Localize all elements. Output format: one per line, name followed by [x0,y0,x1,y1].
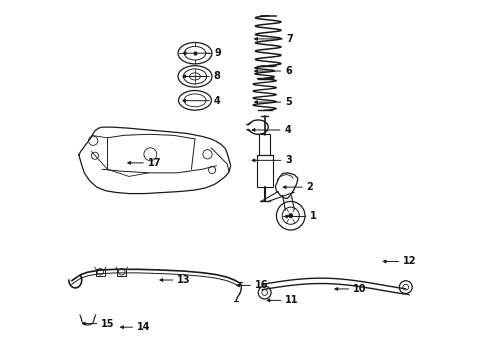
Text: 5: 5 [285,97,292,107]
Text: 7: 7 [287,34,294,44]
Text: 6: 6 [285,66,292,76]
Text: 4: 4 [284,125,291,135]
Text: 17: 17 [147,158,161,168]
Text: 3: 3 [285,156,292,165]
Text: 9: 9 [214,48,221,58]
Text: 12: 12 [403,256,416,266]
Text: 10: 10 [353,284,367,294]
Text: 1: 1 [310,211,317,221]
Text: 16: 16 [255,280,268,291]
Bar [96,269,104,276]
Text: 11: 11 [285,296,298,305]
Text: 8: 8 [214,71,220,81]
Text: 15: 15 [101,319,115,329]
Text: 14: 14 [137,322,150,332]
Text: 2: 2 [306,182,313,192]
Circle shape [289,213,293,218]
Bar [118,269,126,276]
Text: 4: 4 [214,96,220,106]
Text: 13: 13 [177,275,191,285]
